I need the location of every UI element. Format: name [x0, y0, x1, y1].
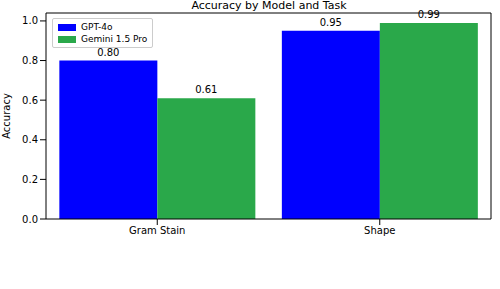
svg-text:0.95: 0.95 [320, 17, 342, 28]
svg-text:0.0: 0.0 [22, 214, 38, 225]
html-text:Accuracy by Model and Task: Accuracy by Model and Task [191, 0, 347, 12]
svg-text:0.80: 0.80 [97, 47, 119, 58]
svg-text:0.2: 0.2 [22, 174, 38, 185]
svg-text:Accuracy: Accuracy [8, 93, 12, 139]
html-text:Gemini 1.5 Pro: Gemini 1.5 Pro [81, 34, 148, 44]
svg-text:0.99: 0.99 [418, 9, 440, 20]
svg-text:1.0: 1.0 [22, 15, 38, 26]
svg-text:Gram Stain: Gram Stain [129, 225, 185, 236]
html-text:GPT-4o: GPT-4o [81, 22, 113, 32]
svg-text:0.6: 0.6 [22, 95, 38, 106]
svg-text:0.4: 0.4 [22, 134, 38, 145]
svg-text:0.61: 0.61 [195, 84, 217, 95]
svg-text:Shape: Shape [364, 225, 395, 236]
svg-text:0.8: 0.8 [22, 55, 38, 66]
